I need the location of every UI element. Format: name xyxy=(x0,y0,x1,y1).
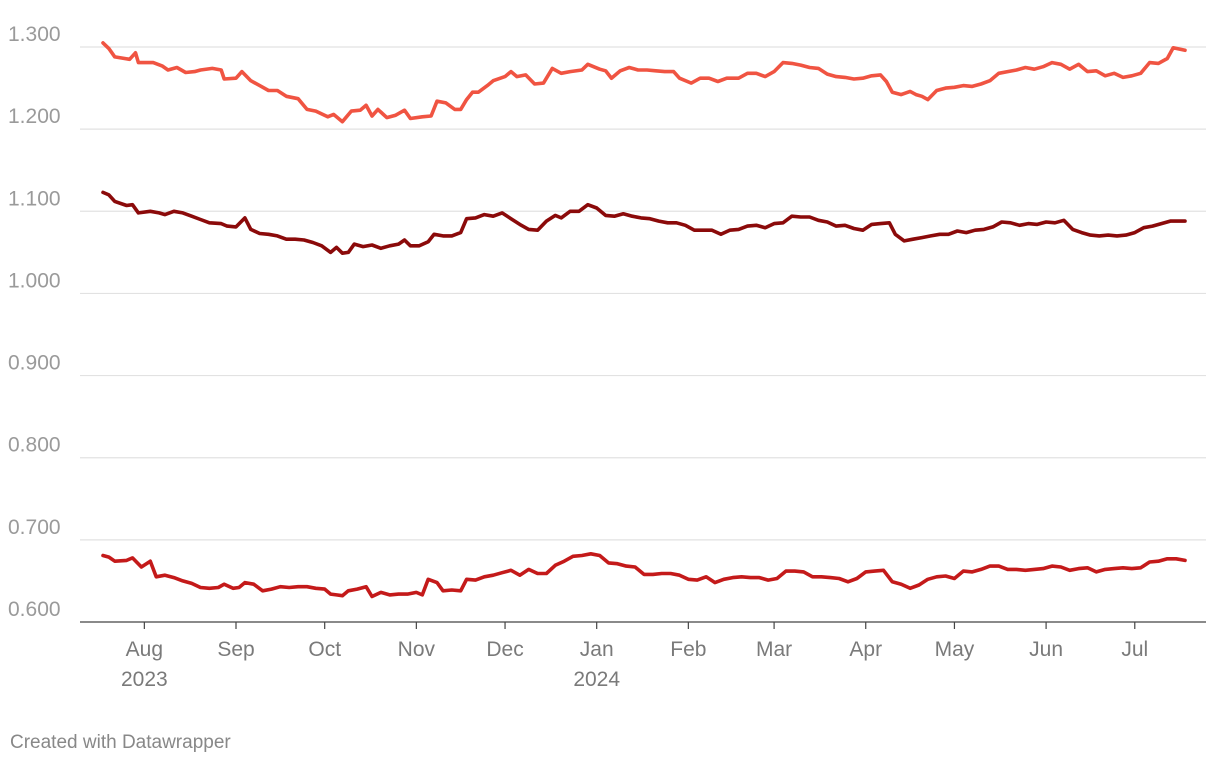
y-tick-label: 0.800 xyxy=(8,434,61,457)
x-tick-label: Oct xyxy=(308,638,341,661)
x-tick-label: Jun xyxy=(1029,638,1063,661)
x-axis xyxy=(143,622,1136,629)
y-tick-label: 0.900 xyxy=(8,352,61,375)
middle-series-line xyxy=(101,190,1187,255)
y-tick-label: 1.000 xyxy=(8,269,61,292)
footer-credit: Created with Datawrapper xyxy=(10,732,231,753)
x-tick-year-label: 2024 xyxy=(573,668,620,691)
y-axis-labels: 0.600 0.700 0.800 0.900 1.000 1.100 1.200 1.300 xyxy=(8,23,61,621)
x-tick-label: Apr xyxy=(849,638,882,661)
line-chart: 0.600 0.700 0.800 0.900 1.000 1.100 1.200 1.300… xyxy=(8,23,1206,691)
top-series-group xyxy=(101,41,1187,124)
x-tick-label: Feb xyxy=(670,638,706,661)
x-tick-label: Jul xyxy=(1121,638,1148,661)
bottom-series-group xyxy=(101,551,1187,599)
bottom-series-line xyxy=(101,551,1187,599)
chart-area: 0.600 0.700 0.800 0.900 1.000 1.100 1.200 1.300… xyxy=(8,23,1206,691)
x-axis-labels: Aug 2023 Sep Oct Nov Dec Jan 2024 Feb Mar Apr May Ju… xyxy=(121,638,1148,691)
series-lines xyxy=(101,41,1187,599)
x-tick-label: Jan xyxy=(580,638,614,661)
y-tick-label: 1.200 xyxy=(8,105,61,128)
middle-series-group xyxy=(101,190,1187,255)
x-tick-label: Nov xyxy=(398,638,436,661)
y-tick-label: 0.600 xyxy=(8,598,61,621)
y-tick-label: 1.300 xyxy=(8,23,61,46)
x-tick-label: May xyxy=(935,638,975,661)
y-tick-label: 1.100 xyxy=(8,187,61,210)
y-tick-label: 0.700 xyxy=(8,516,61,539)
x-tick-year-label: 2023 xyxy=(121,668,168,691)
x-tick-label: Sep xyxy=(217,638,254,661)
x-tick-label: Mar xyxy=(756,638,792,661)
gridlines xyxy=(80,46,1206,623)
top-series-line xyxy=(101,41,1187,124)
x-tick-label: Aug xyxy=(126,638,163,661)
x-tick-label: Dec xyxy=(486,638,523,661)
